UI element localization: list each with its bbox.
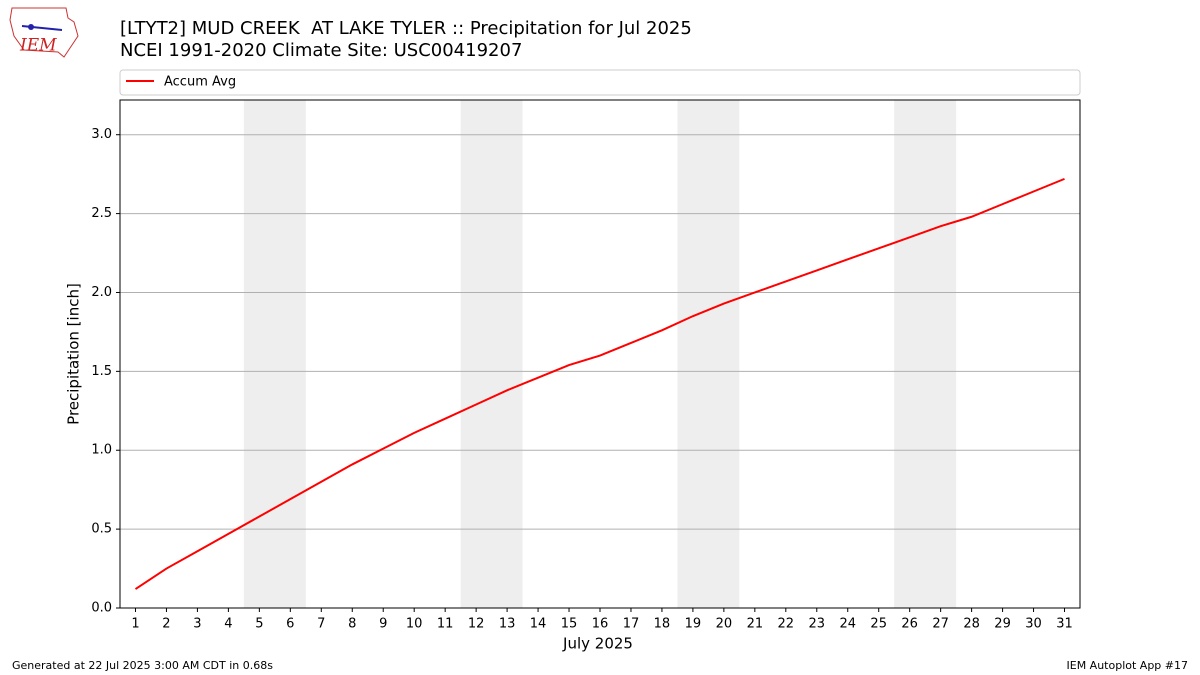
weekend-shade [460, 100, 523, 608]
weekend-shade [894, 100, 957, 608]
x-tick-label: 26 [901, 617, 918, 632]
x-tick-label: 24 [839, 617, 856, 632]
x-tick-label: 30 [1025, 617, 1042, 632]
x-tick-label: 18 [654, 617, 671, 632]
x-tick-label: 16 [592, 617, 609, 632]
x-tick-label: 25 [870, 617, 887, 632]
legend: Accum Avg [119, 69, 1081, 96]
x-tick-label: 29 [994, 617, 1011, 632]
x-tick-label: 31 [1056, 617, 1073, 632]
x-tick-label: 19 [685, 617, 702, 632]
y-axis-label: Precipitation [inch] [65, 283, 83, 425]
x-tick-label: 5 [255, 617, 263, 632]
footer-left: Generated at 22 Jul 2025 3:00 AM CDT in … [12, 659, 273, 672]
x-tick-label: 21 [747, 617, 764, 632]
data-line [134, 177, 1065, 590]
y-tick-label: 1.5 [91, 364, 112, 379]
x-tick-label: 28 [963, 617, 980, 632]
y-tick-label: 0.5 [91, 522, 112, 537]
y-tick-label: 2.0 [91, 285, 112, 300]
weekend-shade [677, 100, 740, 608]
y-tick-label: 3.0 [91, 127, 112, 142]
x-tick-label: 11 [437, 617, 454, 632]
legend-label: Accum Avg [164, 75, 236, 90]
x-tick-label: 1 [131, 617, 139, 632]
legend-box [119, 69, 1081, 96]
x-tick-label: 13 [499, 617, 516, 632]
x-tick-label: 9 [379, 617, 387, 632]
plot-frame [119, 99, 1081, 609]
x-tick-label: 3 [193, 617, 201, 632]
x-tick-label: 12 [468, 617, 485, 632]
x-tick-label: 7 [317, 617, 325, 632]
chart-title: [LTYT2] MUD CREEK AT LAKE TYLER :: Preci… [120, 18, 692, 39]
y-tick-label: 2.5 [91, 206, 112, 221]
x-tick-label: 2 [162, 617, 170, 632]
x-tick-label: 17 [623, 617, 640, 632]
x-tick-label: 23 [809, 617, 826, 632]
x-tick-label: 10 [406, 617, 423, 632]
logo-line [21, 25, 63, 31]
plot-area [120, 100, 1080, 609]
x-tick-label: 8 [348, 617, 356, 632]
x-tick-label: 22 [778, 617, 795, 632]
y-tick-label: 1.0 [91, 443, 112, 458]
x-axis-label: July 2025 [562, 635, 633, 653]
x-tick-label: 27 [932, 617, 949, 632]
logo: IEM [9, 7, 79, 58]
weekend-shade [243, 100, 306, 608]
y-tick-label: 0.0 [91, 601, 112, 616]
x-tick-label: 14 [530, 617, 547, 632]
x-tick-label: 6 [286, 617, 294, 632]
x-tick-label: 20 [716, 617, 733, 632]
logo-outline [9, 7, 79, 58]
chart-subtitle: NCEI 1991-2020 Climate Site: USC00419207 [120, 40, 522, 61]
x-tick-label: 15 [561, 617, 578, 632]
x-tick-label: 4 [224, 617, 232, 632]
logo-text: IEM [19, 36, 57, 56]
logo-dot [28, 24, 34, 30]
footer-right: IEM Autoplot App #17 [1067, 659, 1189, 672]
